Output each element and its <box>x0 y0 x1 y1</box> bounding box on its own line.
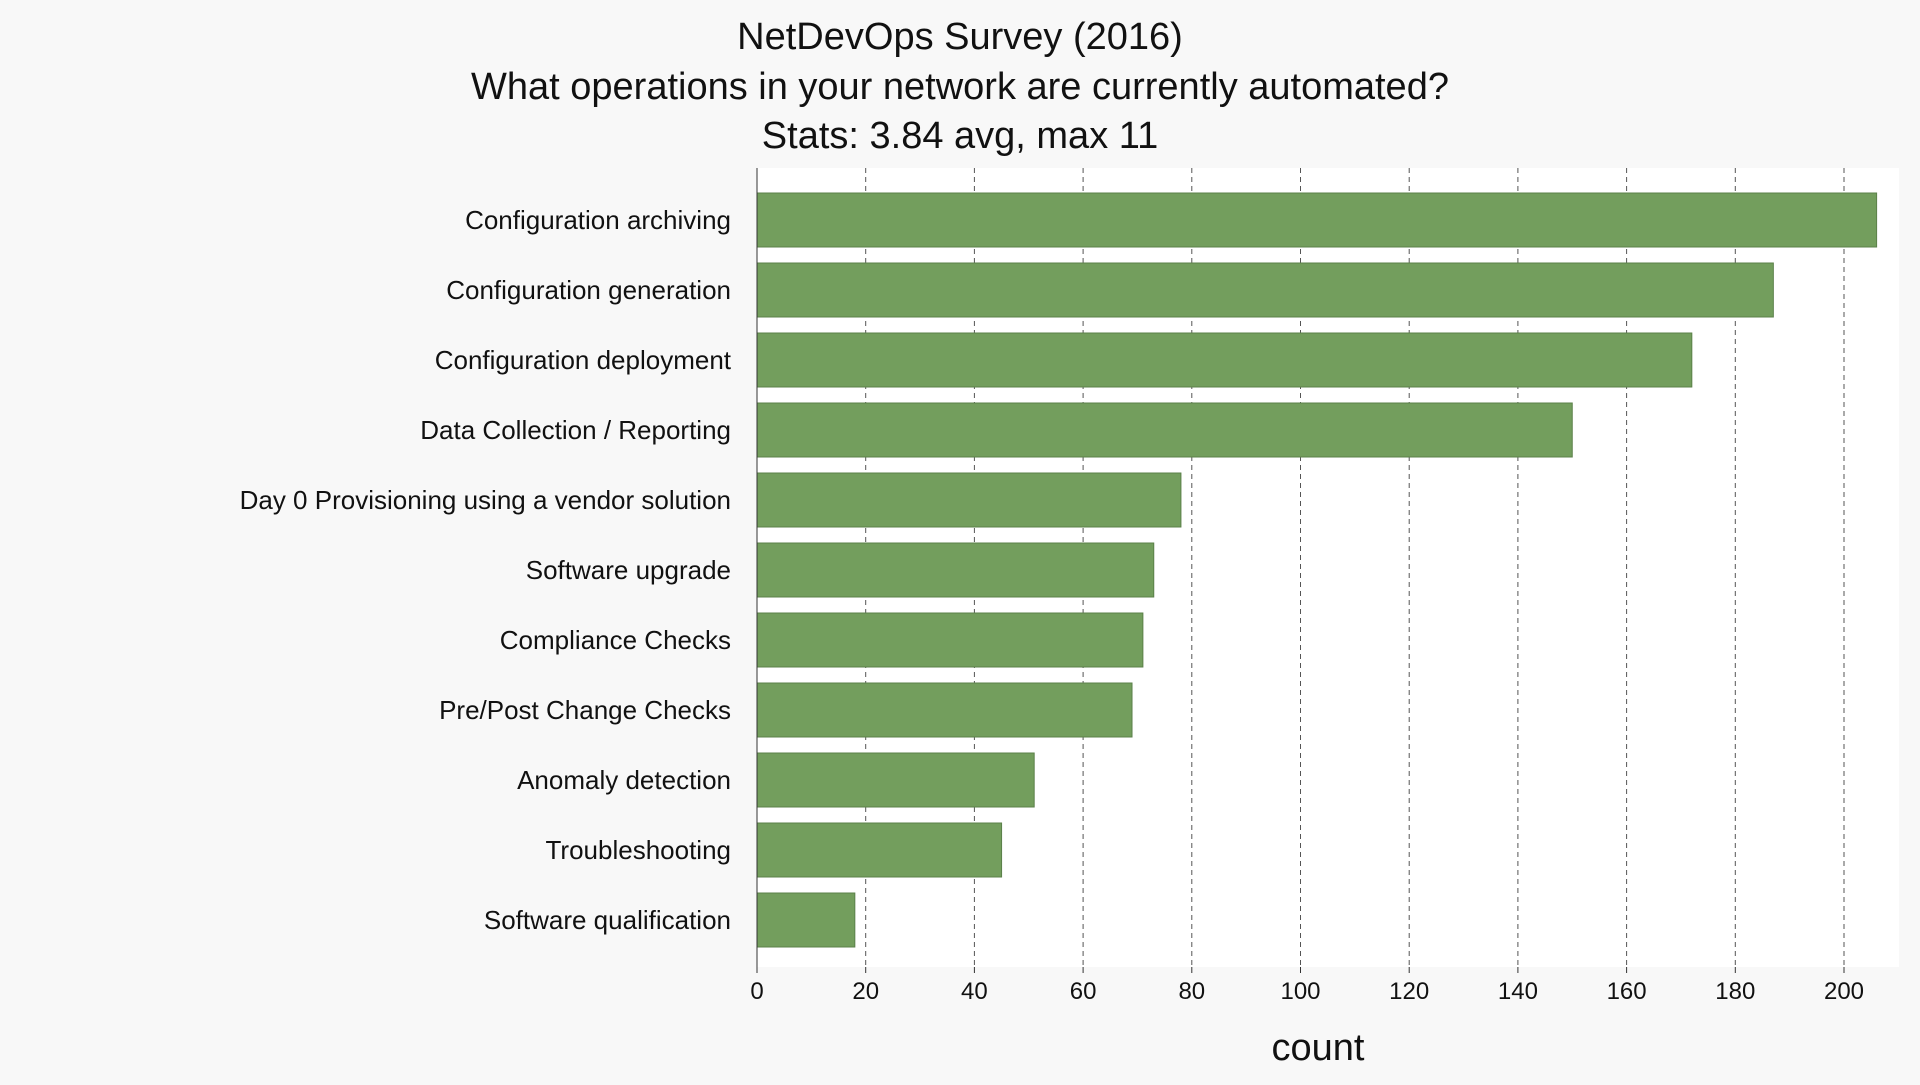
category-label-7: Pre/Post Change Checks <box>439 695 731 725</box>
category-label-2: Configuration deployment <box>435 345 732 375</box>
title-line-2: What operations in your network are curr… <box>471 66 1449 108</box>
x-tick-label-140: 140 <box>1498 978 1538 1005</box>
chart-title: NetDevOps Survey (2016) What operations … <box>471 16 1449 157</box>
bar-0 <box>756 192 1878 248</box>
category-label-1: Configuration generation <box>446 275 731 305</box>
x-tick-label-80: 80 <box>1178 978 1205 1005</box>
category-label-10: Software qualification <box>484 905 731 935</box>
x-tick-label-200: 200 <box>1824 978 1864 1005</box>
x-tick-label-20: 20 <box>852 978 879 1005</box>
category-label-0: Configuration archiving <box>465 205 731 235</box>
x-tick-label-180: 180 <box>1715 978 1755 1005</box>
category-label-6: Compliance Checks <box>500 625 731 655</box>
bar-5 <box>756 542 1155 598</box>
bar-10 <box>756 892 856 948</box>
category-label-5: Software upgrade <box>526 555 731 585</box>
x-tick-label-40: 40 <box>961 978 988 1005</box>
x-tick-label-100: 100 <box>1280 978 1320 1005</box>
x-tick-label-120: 120 <box>1389 978 1429 1005</box>
bar-1 <box>756 262 1774 318</box>
category-label-9: Troubleshooting <box>546 835 732 865</box>
x-tick-label-160: 160 <box>1607 978 1647 1005</box>
bar-4 <box>756 472 1182 528</box>
category-label-8: Anomaly detection <box>517 765 731 795</box>
title-line-1: NetDevOps Survey (2016) <box>737 16 1183 58</box>
title-line-3: Stats: 3.84 avg, max 11 <box>762 115 1158 157</box>
bars <box>756 192 1878 948</box>
x-axis-ticks: 0 20 40 60 80 100 120 140 160 180 200 <box>750 967 1864 1005</box>
x-axis-label: count <box>1272 1027 1365 1069</box>
x-tick-label-60: 60 <box>1070 978 1097 1005</box>
category-labels: Configuration archiving Configuration gen… <box>240 205 732 935</box>
bar-8 <box>756 752 1035 808</box>
x-tick-label-0: 0 <box>750 978 763 1005</box>
bar-7 <box>756 682 1133 738</box>
category-label-3: Data Collection / Reporting <box>420 415 731 445</box>
bar-9 <box>756 822 1003 878</box>
bar-2 <box>756 332 1693 388</box>
bar-6 <box>756 612 1144 668</box>
category-label-4: Day 0 Provisioning using a vendor soluti… <box>240 485 731 515</box>
bar-3 <box>756 402 1573 458</box>
